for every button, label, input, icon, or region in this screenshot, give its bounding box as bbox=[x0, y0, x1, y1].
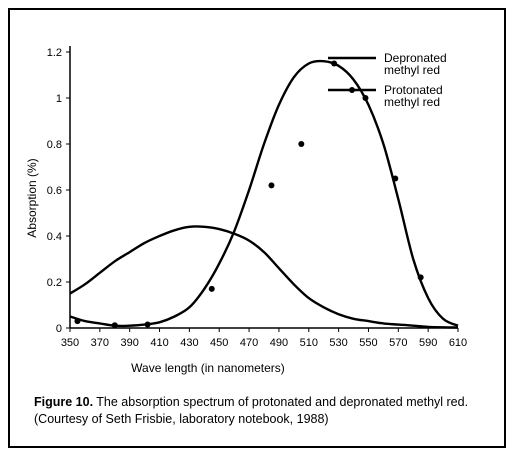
x-tick-label: 510 bbox=[300, 337, 318, 349]
caption-label: Figure 10. bbox=[34, 395, 94, 409]
series-2-point bbox=[268, 182, 275, 189]
x-tick-label: 430 bbox=[180, 337, 198, 349]
figure-frame: 350 370 390 410 430 450 470 490 510 530 550 570 590 6… bbox=[8, 8, 506, 448]
y-tick-label: 0.4 bbox=[47, 231, 62, 243]
x-tick-label: 610 bbox=[449, 337, 467, 349]
figure-caption: Figure 10. The absorption spectrum of pr… bbox=[34, 394, 504, 428]
absorption-chart: 350 370 390 410 430 450 470 490 510 530 550 570 590 6… bbox=[25, 46, 467, 375]
x-tick-label: 370 bbox=[91, 337, 109, 349]
y-tick-label: 0 bbox=[56, 323, 62, 335]
caption-text: The absorption spectrum of protonated an… bbox=[34, 395, 469, 426]
x-tick-label: 490 bbox=[270, 337, 288, 349]
y-tick-label: 0.2 bbox=[47, 277, 62, 289]
x-tick-label: 590 bbox=[419, 337, 437, 349]
chart-series bbox=[69, 59, 459, 329]
series-2-point bbox=[417, 274, 424, 281]
series-2-point bbox=[331, 60, 338, 67]
legend-label-2-cont: methyl red bbox=[384, 95, 440, 109]
chart-ticks: 350 370 390 410 430 450 470 490 510 530 550 570 590 6… bbox=[47, 47, 467, 349]
chart-axes bbox=[69, 46, 458, 329]
x-tick-label: 450 bbox=[210, 337, 228, 349]
series-2-point bbox=[111, 322, 118, 329]
y-tick-label: 1.2 bbox=[47, 47, 62, 59]
series-line-1 bbox=[69, 225, 459, 329]
legend-marker-2 bbox=[349, 87, 355, 93]
x-axis-label: Wave length (in nanometers) bbox=[131, 361, 285, 375]
y-axis-label: Absorption (%) bbox=[25, 158, 39, 237]
legend-label-1: Depronated bbox=[384, 51, 447, 65]
series-2-point bbox=[144, 321, 151, 328]
x-tick-label: 470 bbox=[240, 337, 258, 349]
x-tick-label: 390 bbox=[121, 337, 139, 349]
legend-label-2: Protonated bbox=[384, 83, 443, 97]
x-tick-label: 550 bbox=[359, 337, 377, 349]
series-2-point bbox=[74, 318, 81, 325]
x-tick-label: 570 bbox=[389, 337, 407, 349]
legend-label-1-cont: methyl red bbox=[384, 63, 440, 77]
x-tick-label: 530 bbox=[329, 337, 347, 349]
series-2-point bbox=[392, 175, 399, 182]
series-2-point bbox=[362, 95, 369, 101]
series-2-point bbox=[298, 141, 305, 147]
series-line-2 bbox=[69, 59, 459, 328]
y-tick-label: 0.6 bbox=[47, 185, 62, 197]
y-tick-label: 0.8 bbox=[47, 139, 62, 151]
y-tick-label: 1 bbox=[56, 93, 62, 105]
x-tick-label: 350 bbox=[61, 337, 79, 349]
series-2-point bbox=[208, 285, 215, 292]
x-tick-label: 410 bbox=[150, 337, 168, 349]
